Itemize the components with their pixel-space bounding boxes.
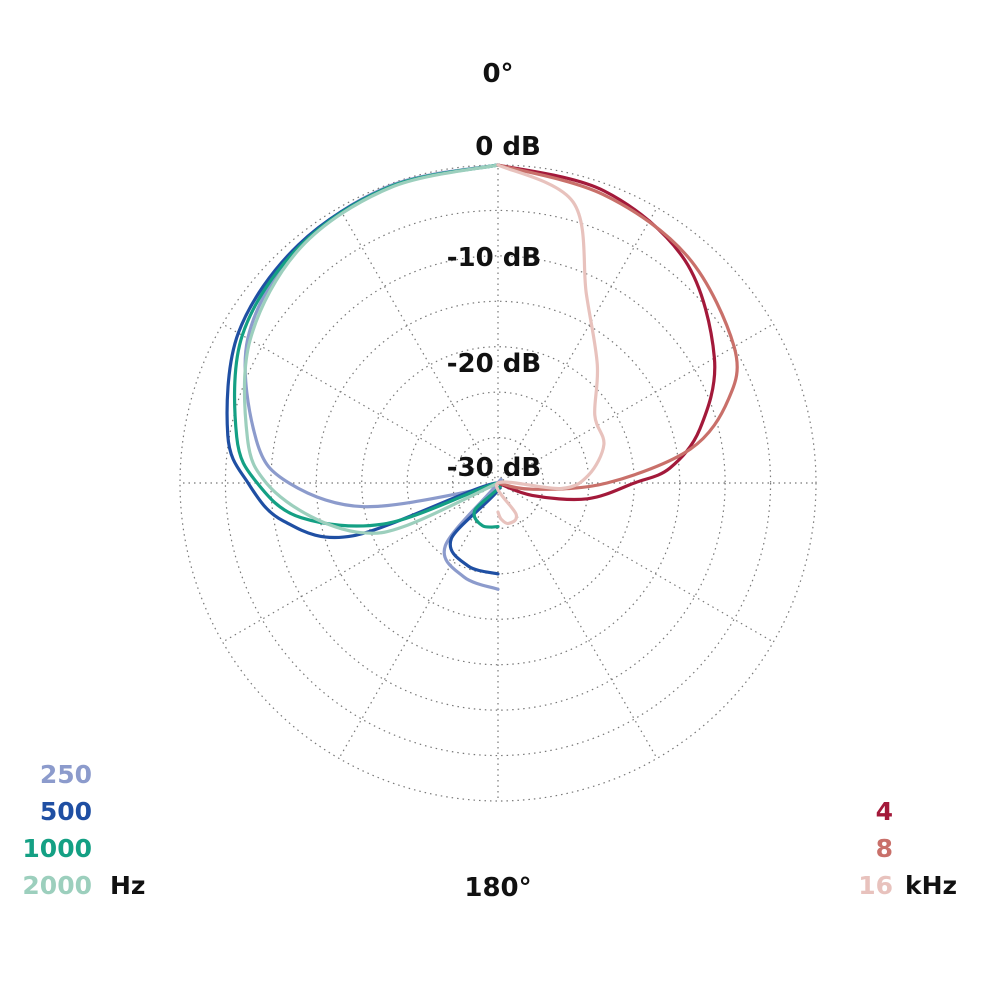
- legend-entry-500: 500: [40, 797, 92, 826]
- grid-ring: [224, 209, 772, 757]
- grid-spoke: [222, 482, 499, 643]
- polar-grid: [179, 164, 817, 802]
- legend-entry-1000: 1000: [22, 834, 92, 863]
- grid-spoke: [497, 482, 774, 643]
- series-line-8: [496, 163, 739, 491]
- grid-spoke: [222, 323, 499, 484]
- grid-ring: [179, 164, 817, 802]
- radial-label-20db: -20 dB: [447, 349, 541, 379]
- legend-entry-8: 8: [876, 834, 893, 863]
- legend-entry-250: 250: [40, 760, 92, 789]
- polar-curves: [225, 163, 739, 591]
- radial-label-0db: 0 dB: [475, 132, 541, 162]
- grid-spoke: [497, 482, 658, 759]
- series-line-4: [496, 163, 717, 502]
- legend-entry-4: 4: [876, 797, 893, 826]
- radial-label-10db: -10 dB: [447, 243, 541, 273]
- angle-label-bottom: 180°: [464, 873, 531, 903]
- legend-unit-hz: Hz: [110, 871, 145, 900]
- grid-spoke: [338, 207, 499, 484]
- grid-spoke: [497, 323, 774, 484]
- legend-entry-2000: 2000: [22, 871, 92, 900]
- grid-ring: [406, 391, 590, 575]
- series-line-16: [494, 163, 606, 526]
- radial-label-30db: -30 dB: [447, 453, 541, 483]
- grid-spoke: [338, 482, 499, 759]
- series-line-2000: [242, 163, 500, 535]
- legend-unit-khz: kHz: [905, 871, 957, 900]
- legend-entry-16: 16: [858, 871, 893, 900]
- grid-spoke: [497, 207, 658, 484]
- grid-ring: [270, 255, 726, 711]
- angle-label-top: 0°: [482, 59, 513, 89]
